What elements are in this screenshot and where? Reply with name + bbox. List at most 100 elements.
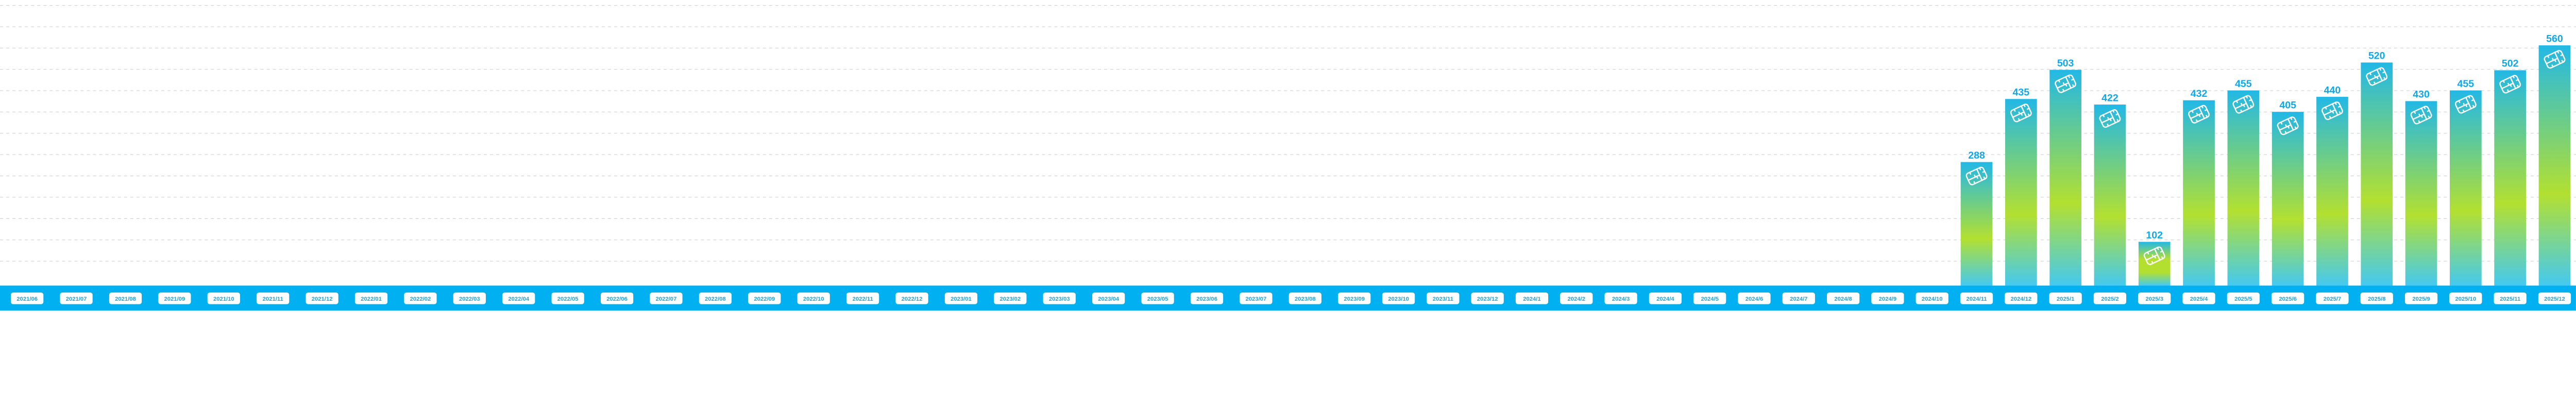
x-tick-label: 2025/1: [2049, 292, 2082, 304]
tick-label-text: 2021/12: [312, 296, 333, 302]
tick-label-bg: [1471, 292, 1504, 304]
value-label: 502: [2502, 58, 2519, 70]
sim-card-icon: [2010, 104, 2032, 123]
sim-card-icon: [2055, 74, 2077, 93]
tick-label-text: 2022/01: [361, 296, 382, 302]
tick-label-bg: [1092, 292, 1125, 304]
value-label: 432: [2191, 88, 2208, 99]
bar: [2227, 90, 2260, 286]
x-tick-label: 2025/8: [2360, 292, 2393, 304]
sim-card-icon: [2454, 95, 2477, 114]
sim-card-icon: [2366, 67, 2388, 86]
tick-label-bg: [1693, 292, 1726, 304]
bar-group: 440: [2316, 84, 2348, 286]
tick-label-text: 2025/2: [2101, 296, 2119, 302]
x-tick-label: 2024/4: [1649, 292, 1682, 304]
value-label: 455: [2458, 78, 2475, 90]
x-tick-label: 2021/12: [306, 292, 338, 304]
bar: [2005, 99, 2037, 286]
tick-label-text: 2021/11: [263, 296, 283, 302]
tick-label-text: 2023/12: [1477, 296, 1498, 302]
tick-label-bg: [158, 292, 191, 304]
x-tick-label: 2025/3: [2138, 292, 2171, 304]
tick-label-text: 2025/5: [2234, 296, 2252, 302]
x-tick-label: 2023/03: [1043, 292, 1076, 304]
tick-label-text: 2022/09: [754, 296, 775, 302]
tick-label-text: 2022/04: [508, 296, 529, 302]
tick-label-bg: [109, 292, 142, 304]
tick-label-text: 2024/3: [1612, 296, 1630, 302]
tick-label-bg: [1916, 292, 1948, 304]
tick-label-text: 2024/10: [1922, 296, 1943, 302]
tick-label-text: 2023/06: [1196, 296, 1217, 302]
x-tick-label: 2024/12: [2005, 292, 2038, 304]
x-tick-label: 2024/10: [1916, 292, 1948, 304]
tick-label-text: 2022/05: [557, 296, 579, 302]
tick-label-bg: [551, 292, 584, 304]
value-label: 430: [2413, 89, 2430, 100]
value-label: 422: [2102, 92, 2119, 104]
tick-label-text: 2025/11: [2500, 296, 2520, 302]
x-tick-label: 2025/2: [2093, 292, 2127, 304]
tick-label-text: 2024/5: [1701, 296, 1718, 302]
tick-label-bg: [60, 292, 93, 304]
tick-label-text: 2024/11: [1966, 296, 1987, 302]
tick-label-text: 2025/10: [2455, 296, 2476, 302]
x-tick-label: 2021/08: [109, 292, 142, 304]
sim-card-icon: [2544, 50, 2566, 69]
tick-label-text: 2023/08: [1295, 296, 1316, 302]
x-tick-label: 2025/7: [2316, 292, 2349, 304]
sim-card-icon: [2499, 75, 2521, 94]
tick-label-text: 2022/12: [902, 296, 923, 302]
value-label: 288: [1968, 150, 1985, 161]
tick-label-bg: [2538, 292, 2571, 304]
x-tick-label: 2023/02: [994, 292, 1027, 304]
tick-label-text: 2024/12: [2010, 296, 2031, 302]
tick-label-text: 2024/1: [1523, 296, 1540, 302]
x-tick-label: 2024/6: [1738, 292, 1771, 304]
tick-label-text: 2024/8: [1834, 296, 1852, 302]
x-tick-label: 2024/1: [1515, 292, 1549, 304]
tick-label-bg: [1289, 292, 1321, 304]
x-tick-label: 2025/12: [2538, 292, 2571, 304]
tick-label-text: 2022/03: [459, 296, 480, 302]
tick-label-bg: [1382, 292, 1415, 304]
x-tick-label: 2022/12: [895, 292, 928, 304]
value-label: 503: [2057, 58, 2074, 69]
tick-label-text: 2023/10: [1388, 296, 1409, 302]
bar-group: 102: [2138, 230, 2171, 286]
x-tick-label: 2023/11: [1427, 292, 1460, 304]
tick-label-text: 2025/8: [2368, 296, 2385, 302]
x-tick-label: 2022/05: [551, 292, 584, 304]
tick-label-bg: [2093, 292, 2127, 304]
x-tick-label: 2021/07: [60, 292, 93, 304]
tick-label-bg: [257, 292, 290, 304]
bar-chart: 2021/06 2021/07 2021/08 2021/09 2021/10 2021/…: [0, 5, 2576, 311]
bars: 288 435 503 422 102 432 455 405 440 520 430 455 502 5…: [1960, 33, 2571, 286]
bar: [2272, 112, 2304, 286]
x-tick-label: 2023/08: [1289, 292, 1321, 304]
sim-card-icon: [2143, 246, 2165, 265]
sim-card-icon: [2410, 106, 2432, 125]
tick-label-bg: [207, 292, 240, 304]
tick-label-text: 2025/9: [2412, 296, 2430, 302]
tick-label-bg: [748, 292, 781, 304]
x-tick-label: 2024/11: [1960, 292, 1993, 304]
value-label: 102: [2146, 230, 2163, 241]
tick-label-text: 2022/10: [803, 296, 824, 302]
tick-label-bg: [846, 292, 879, 304]
x-tick-label: 2023/06: [1190, 292, 1224, 304]
x-tick-label: 2024/2: [1560, 292, 1593, 304]
tick-label-bg: [1649, 292, 1682, 304]
tick-label-text: 2025/6: [2279, 296, 2296, 302]
tick-label-text: 2022/02: [410, 296, 431, 302]
x-tick-label: 2024/3: [1604, 292, 1637, 304]
bar: [2316, 97, 2348, 286]
tick-label-bg: [1827, 292, 1860, 304]
tick-label-text: 2023/05: [1147, 296, 1168, 302]
tick-label-bg: [699, 292, 732, 304]
tick-label-bg: [1190, 292, 1224, 304]
bar-group: 503: [2049, 58, 2081, 286]
tick-label-bg: [1515, 292, 1549, 304]
tick-label-bg: [2360, 292, 2393, 304]
